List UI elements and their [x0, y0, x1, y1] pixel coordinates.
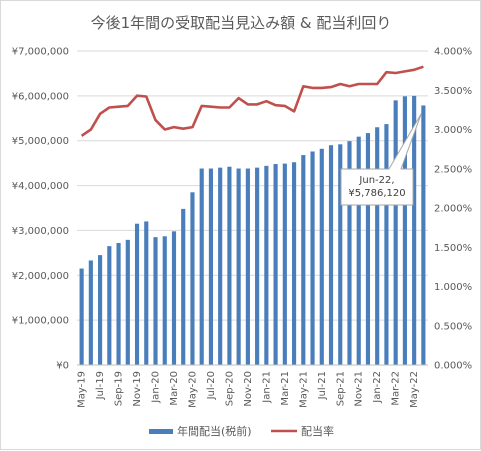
bar — [282, 163, 287, 365]
y-left-tick-label: ¥0 — [56, 361, 69, 372]
x-tick-label: Nov-19 — [132, 371, 143, 407]
bar — [301, 155, 306, 365]
x-tick-label: Sep-19 — [114, 371, 125, 406]
x-tick-label: Mar-22 — [391, 371, 402, 406]
bar — [107, 246, 112, 365]
x-tick-label: Jul-19 — [95, 371, 106, 400]
yield-line — [80, 65, 424, 137]
bar — [347, 141, 352, 365]
x-tick-label: Jan-20 — [151, 371, 162, 404]
bar — [79, 268, 84, 365]
bar — [116, 242, 121, 365]
x-tick-label: May-19 — [77, 371, 88, 408]
y-left-tick-label: ¥6,000,000 — [12, 91, 69, 102]
bar — [365, 133, 371, 365]
x-tick-label: May-20 — [187, 371, 198, 408]
bar — [208, 168, 214, 365]
callout-text: ¥5,786,120 — [348, 188, 405, 199]
y-right-tick-label: 0.000% — [434, 361, 472, 372]
bar — [255, 167, 260, 365]
bar — [421, 105, 426, 366]
legend-label-bar: 年間配当(税前) — [177, 424, 252, 438]
bar — [356, 136, 361, 365]
bar — [218, 167, 223, 365]
y-left-tick-label: ¥5,000,000 — [12, 136, 69, 147]
line-series — [80, 65, 424, 137]
x-tick-label: Sep-21 — [335, 371, 346, 406]
y-right-tick-label: 0.500% — [434, 321, 472, 332]
chart-title: 今後1年間の受取配当見込み額 & 配当利回り — [91, 14, 392, 32]
bar — [328, 145, 334, 365]
callout-text: Jun-22, — [358, 175, 394, 186]
x-tick-label: Jul-21 — [317, 371, 328, 400]
x-tick-label: Mar-21 — [280, 371, 291, 406]
x-tick-label: Sep-20 — [224, 371, 235, 406]
legend-label-line: 配当率 — [301, 424, 334, 438]
x-tick-label: Jan-22 — [372, 371, 383, 404]
x-tick-label: May-22 — [409, 371, 420, 408]
x-tick-label: Nov-20 — [243, 371, 254, 407]
x-axis: May-19 Jul-19 Sep-19 Nov-19 Jan-20 Mar-20 May-… — [77, 364, 428, 408]
legend: 年間配当(税前) 配当率 — [149, 424, 334, 438]
bar — [227, 166, 232, 365]
bar — [384, 124, 389, 365]
y-right-tick-label: 4.000% — [434, 47, 472, 58]
bar — [236, 168, 241, 365]
bar — [162, 236, 167, 365]
x-tick-label: Nov-21 — [354, 371, 365, 407]
y-right-tick-label: 2.000% — [434, 204, 472, 215]
y-left-tick-label: ¥1,000,000 — [12, 316, 69, 327]
bar — [310, 151, 315, 365]
bar — [291, 162, 297, 365]
bar — [245, 168, 250, 365]
bar — [273, 164, 278, 365]
left-axis: ¥0 ¥1,000,000 ¥2,000,000 ¥3,000,000 ¥4,000,0… — [12, 47, 69, 372]
callout-box — [340, 168, 414, 206]
bar — [171, 231, 177, 365]
bar — [134, 223, 140, 365]
bar — [402, 96, 407, 365]
bar — [153, 237, 158, 365]
y-left-tick-label: ¥2,000,000 — [12, 271, 69, 282]
x-tick-label: May-21 — [298, 371, 309, 408]
bar — [264, 165, 269, 365]
y-right-tick-label: 3.000% — [434, 125, 472, 136]
bar — [393, 100, 398, 365]
y-right-tick-label: 1.500% — [434, 243, 472, 254]
bar — [144, 221, 149, 365]
bar — [181, 208, 186, 365]
y-right-tick-label: 2.500% — [434, 164, 472, 175]
right-axis: 0.000% 0.500% 1.000% 1.500% 2.000% 2.500% 3.00… — [434, 47, 472, 372]
y-left-tick-label: ¥3,000,000 — [12, 226, 69, 237]
bar — [338, 144, 343, 365]
x-tick-label: Jan-21 — [261, 371, 272, 404]
bar — [375, 127, 380, 365]
bar — [190, 192, 195, 365]
bar — [98, 255, 103, 365]
data-callout: Jun-22, ¥5,786,120 — [340, 113, 422, 206]
bar — [412, 95, 417, 365]
y-right-tick-label: 1.000% — [434, 282, 472, 293]
legend-swatch-bar — [149, 429, 173, 434]
bar — [88, 260, 93, 365]
y-right-tick-label: 3.500% — [434, 86, 472, 97]
x-tick-label: Mar-20 — [169, 371, 180, 406]
y-left-tick-label: ¥7,000,000 — [12, 47, 69, 58]
x-tick-label: Jul-20 — [206, 371, 217, 400]
bar — [319, 148, 324, 365]
bar — [199, 168, 204, 365]
bar-series — [79, 95, 426, 366]
y-left-tick-label: ¥4,000,000 — [12, 181, 69, 192]
bar — [125, 239, 130, 365]
